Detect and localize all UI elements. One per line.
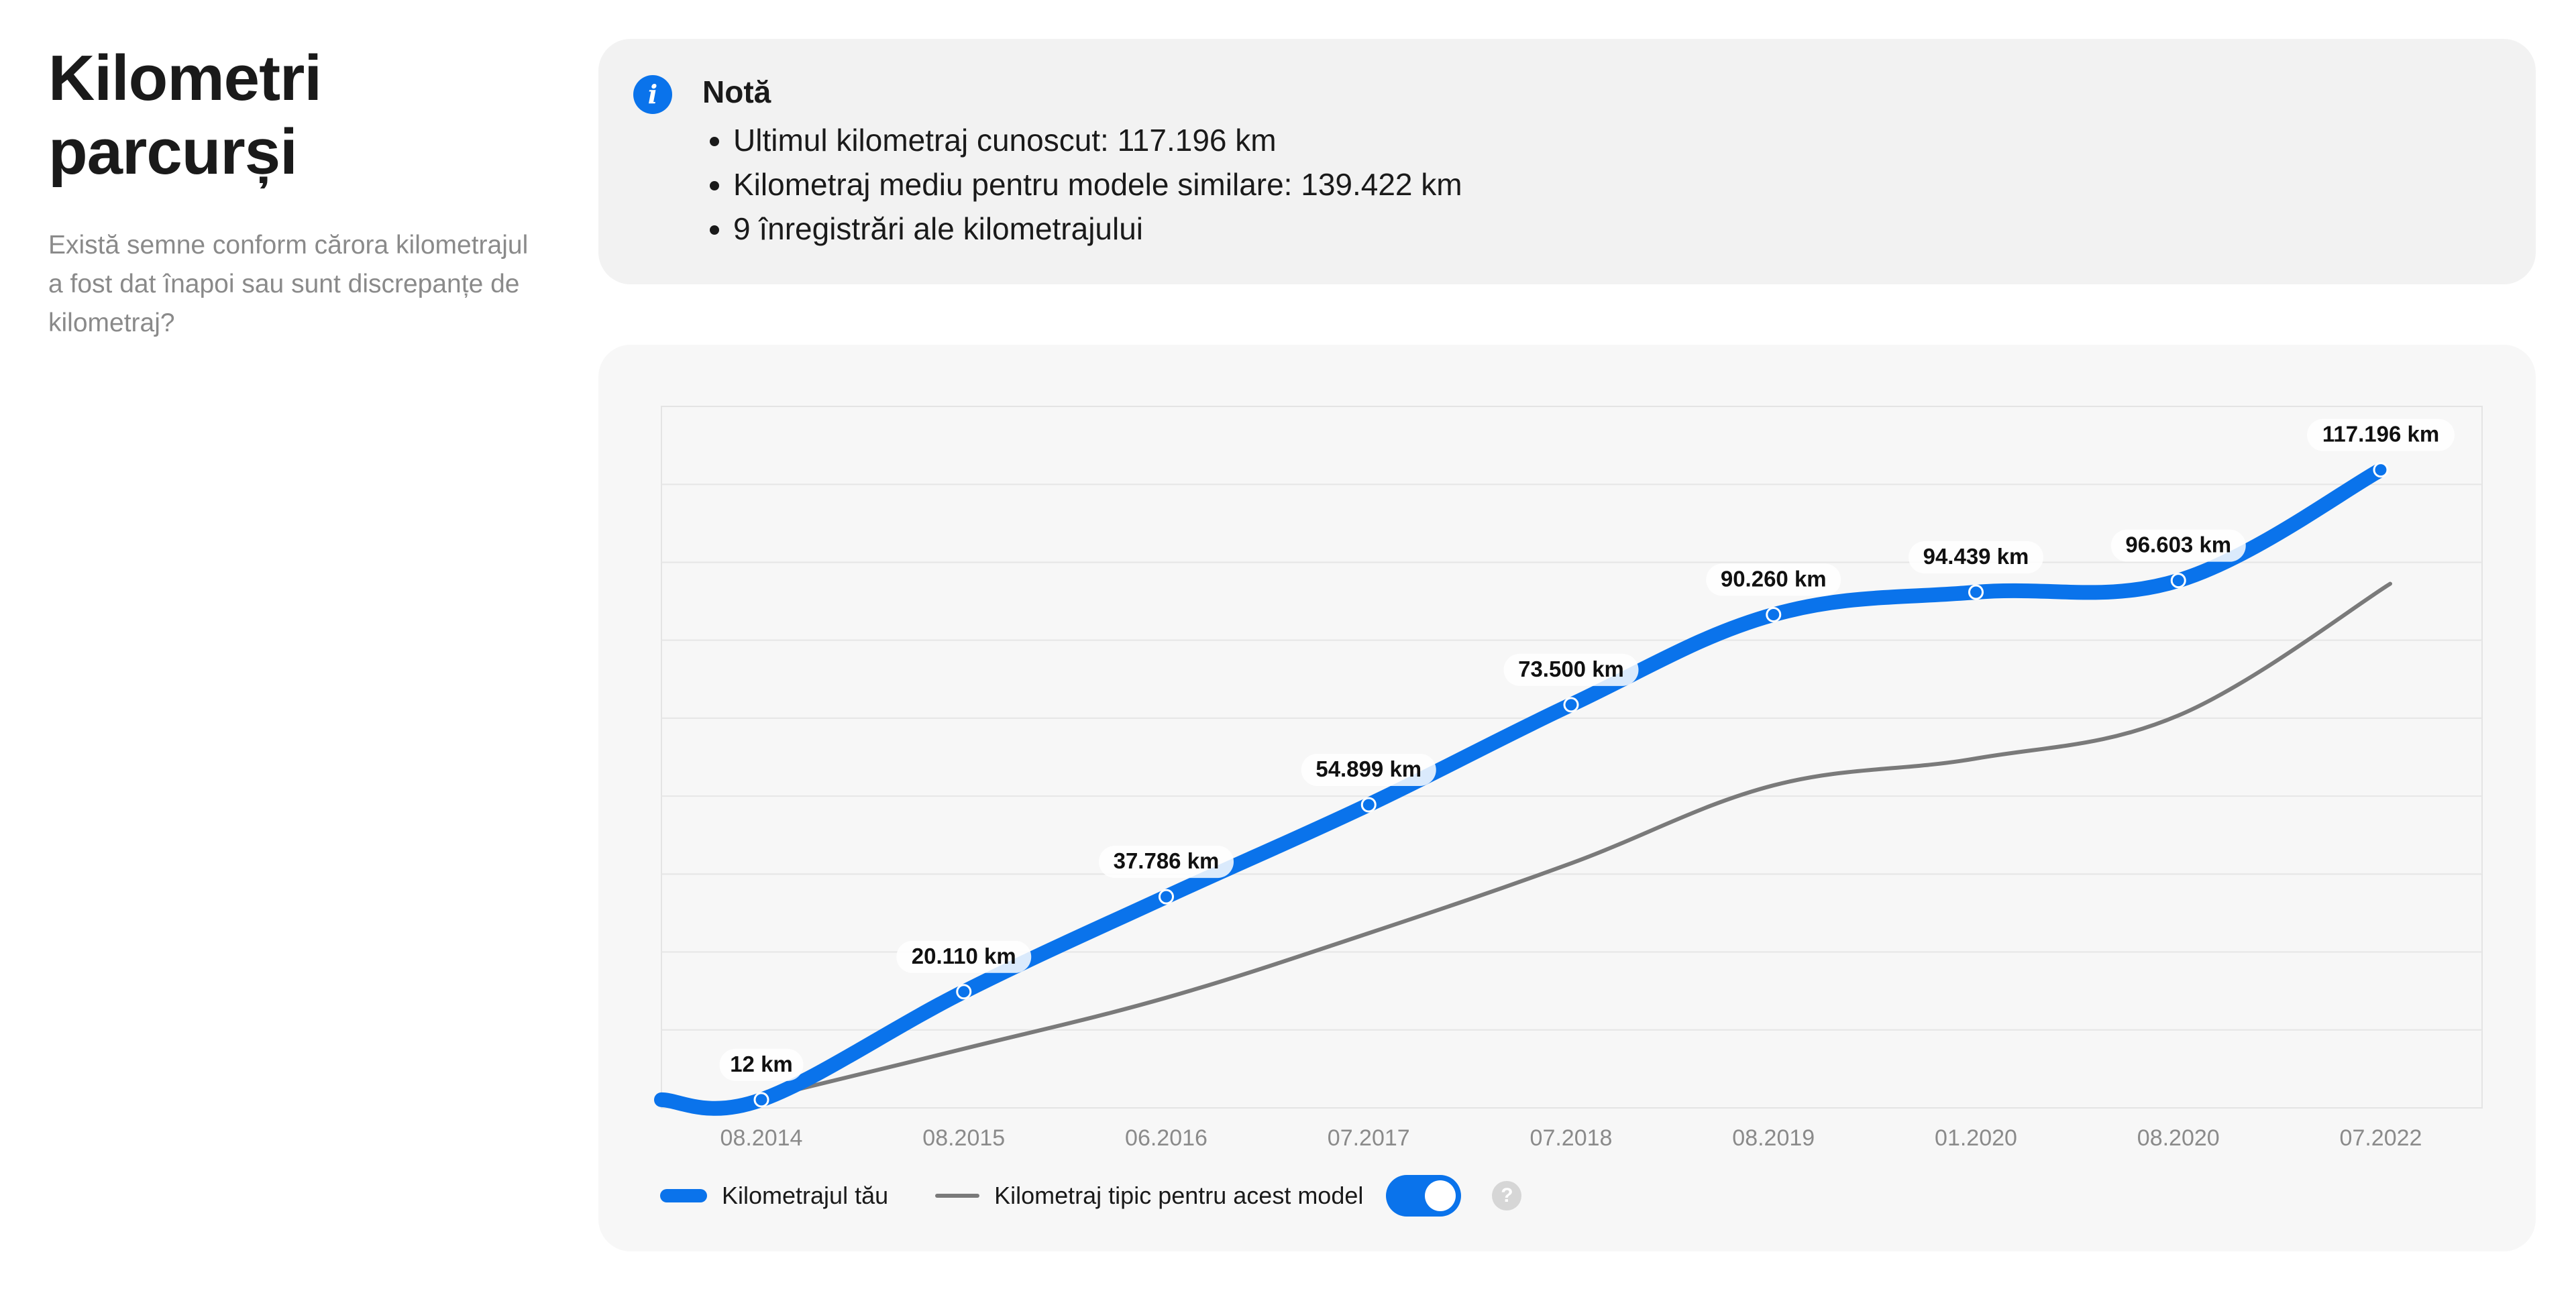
x-tick-label: 08.2015 bbox=[922, 1125, 1005, 1149]
x-tick-label: 08.2014 bbox=[720, 1125, 803, 1149]
data-label-bg bbox=[1706, 563, 1841, 596]
data-label: 117.196 km bbox=[2322, 422, 2439, 447]
legend-label-your-mileage: Kilometrajul tău bbox=[722, 1182, 889, 1209]
data-point bbox=[1968, 584, 1984, 600]
note-box: i Notă Ultimul kilometraj cunoscut: 117.… bbox=[598, 39, 2536, 284]
note-item-records-count: 9 înregistrări ale kilometrajului bbox=[733, 207, 1462, 251]
data-label-bg bbox=[2110, 529, 2246, 562]
data-label-bg bbox=[2307, 418, 2455, 451]
note-item-last-mileage: Ultimul kilometraj cunoscut: 117.196 km bbox=[733, 118, 1462, 162]
data-label: 37.786 km bbox=[1114, 848, 1220, 873]
data-label-bg bbox=[1909, 541, 2043, 574]
info-icon: i bbox=[633, 75, 672, 114]
chart-legend: Kilometrajul tău Kilometraj tipic pentru… bbox=[660, 1172, 1522, 1219]
data-label-bg bbox=[896, 940, 1032, 973]
data-label: 73.500 km bbox=[1518, 657, 1624, 681]
x-tick-label: 08.2019 bbox=[1732, 1125, 1815, 1149]
x-tick-label: 07.2017 bbox=[1328, 1125, 1410, 1149]
data-point bbox=[1563, 697, 1579, 713]
x-tick-label: 08.2020 bbox=[2137, 1125, 2220, 1149]
data-label: 20.110 km bbox=[912, 944, 1016, 968]
note-item-average-mileage: Kilometraj mediu pentru modele similare:… bbox=[733, 162, 1462, 207]
toggle-knob bbox=[1425, 1180, 1456, 1211]
help-icon[interactable]: ? bbox=[1492, 1181, 1522, 1210]
page-title: Kilometri parcurși bbox=[48, 42, 322, 188]
data-label-bg bbox=[719, 1048, 804, 1081]
data-label: 94.439 km bbox=[1923, 544, 2029, 569]
left-panel: Kilometri parcurși Există semne conform … bbox=[48, 42, 545, 343]
mileage-chart: 12 km 20.110 km 37.786 km 54.899 km 73.500 k… bbox=[654, 406, 2483, 1149]
legend-label-typical-mileage: Kilometraj tipic pentru acest model bbox=[994, 1182, 1364, 1209]
series-line-typical-mileage bbox=[759, 581, 2392, 1101]
data-label: 96.603 km bbox=[2125, 532, 2231, 557]
data-label-bg bbox=[1503, 653, 1639, 686]
x-tick-label: 01.2020 bbox=[1935, 1125, 2017, 1149]
data-point bbox=[1360, 797, 1377, 813]
data-label: 12 km bbox=[730, 1052, 793, 1076]
data-point bbox=[753, 1092, 769, 1108]
legend-swatch-typical-mileage bbox=[935, 1194, 980, 1198]
mileage-chart-card: 12 km 20.110 km 37.786 km 54.899 km 73.500 k… bbox=[598, 345, 2536, 1251]
data-point bbox=[2373, 462, 2389, 478]
data-label-bg bbox=[1099, 846, 1234, 879]
data-point bbox=[1766, 607, 1782, 623]
page-description: Există semne conform cărora kilometrajul… bbox=[48, 230, 529, 337]
note-title: Notă bbox=[702, 74, 771, 109]
x-tick-label: 06.2016 bbox=[1125, 1125, 1208, 1149]
note-list: Ultimul kilometraj cunoscut: 117.196 km … bbox=[702, 118, 1462, 251]
data-point bbox=[1159, 889, 1174, 905]
data-point bbox=[956, 984, 972, 1000]
data-label: 54.899 km bbox=[1316, 756, 1421, 781]
x-tick-label: 07.2018 bbox=[1530, 1125, 1613, 1149]
legend-swatch-your-mileage bbox=[660, 1189, 707, 1202]
data-point bbox=[2170, 573, 2186, 589]
series-line-your-mileage bbox=[654, 462, 2388, 1116]
x-tick-label: 07.2022 bbox=[2340, 1125, 2422, 1149]
typical-mileage-toggle[interactable] bbox=[1386, 1175, 1462, 1217]
data-label-bg bbox=[1301, 753, 1436, 786]
data-label: 90.260 km bbox=[1721, 567, 1827, 592]
